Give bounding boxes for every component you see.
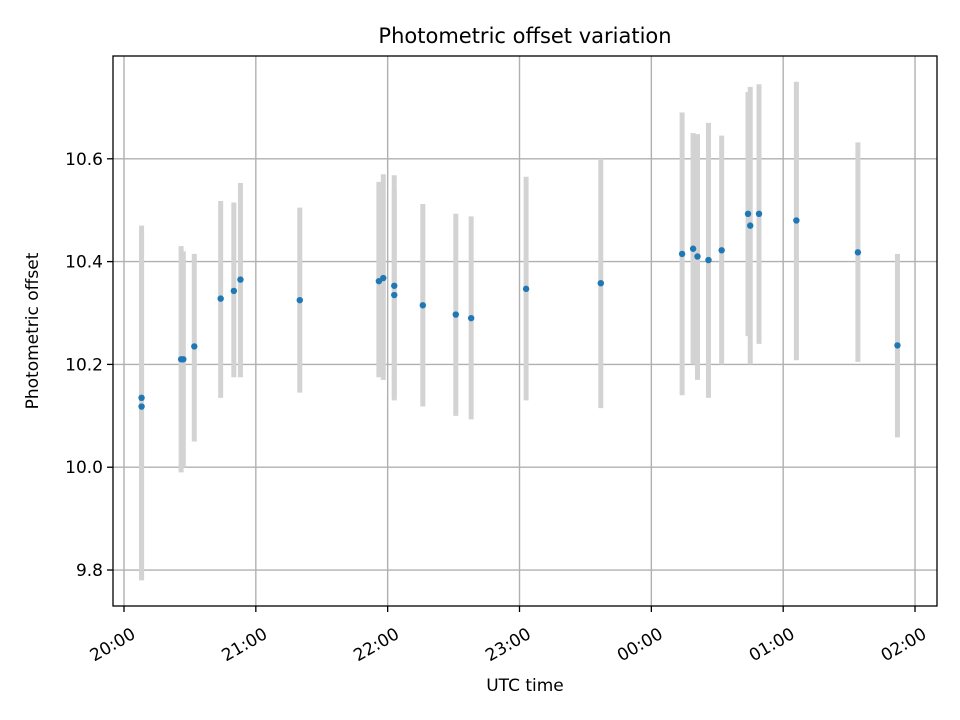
data-point bbox=[217, 295, 224, 302]
data-point bbox=[391, 282, 398, 289]
data-point bbox=[452, 311, 459, 318]
data-point bbox=[793, 217, 800, 224]
data-point bbox=[191, 343, 198, 350]
data-point bbox=[522, 285, 530, 293]
data-point bbox=[138, 394, 145, 402]
plot-frame bbox=[112, 55, 938, 607]
data-point bbox=[705, 256, 712, 264]
x-axis-title: UTC time bbox=[486, 676, 564, 696]
y-axis-title: Photometric offset bbox=[23, 252, 43, 409]
data-point bbox=[180, 356, 187, 363]
data-point bbox=[854, 249, 862, 256]
data-point bbox=[597, 279, 605, 287]
y-tick-label: 10.2 bbox=[65, 355, 103, 375]
data-point bbox=[755, 210, 763, 218]
data-point bbox=[237, 276, 244, 283]
y-tick-label: 10.4 bbox=[65, 253, 103, 273]
data-point bbox=[380, 274, 387, 282]
y-tick-label: 10.6 bbox=[65, 150, 103, 170]
y-tick-label: 10.0 bbox=[65, 458, 103, 478]
y-tick-label: 9.8 bbox=[76, 561, 103, 581]
data-point bbox=[678, 250, 686, 258]
data-points bbox=[138, 210, 901, 410]
data-point bbox=[744, 210, 752, 218]
data-point bbox=[694, 253, 701, 260]
data-point bbox=[391, 291, 398, 299]
data-point bbox=[419, 302, 427, 309]
data-point bbox=[689, 245, 697, 252]
y-axis-ticks: 9.8 10.0 10.2 10.4 10.6 bbox=[65, 150, 113, 581]
data-point bbox=[296, 296, 303, 304]
data-point bbox=[467, 314, 475, 322]
data-point bbox=[230, 287, 238, 295]
data-point bbox=[894, 342, 901, 349]
data-point bbox=[138, 403, 145, 410]
data-point bbox=[747, 222, 754, 229]
data-point bbox=[718, 247, 725, 254]
chart-title: Photometric offset variation bbox=[378, 24, 671, 48]
